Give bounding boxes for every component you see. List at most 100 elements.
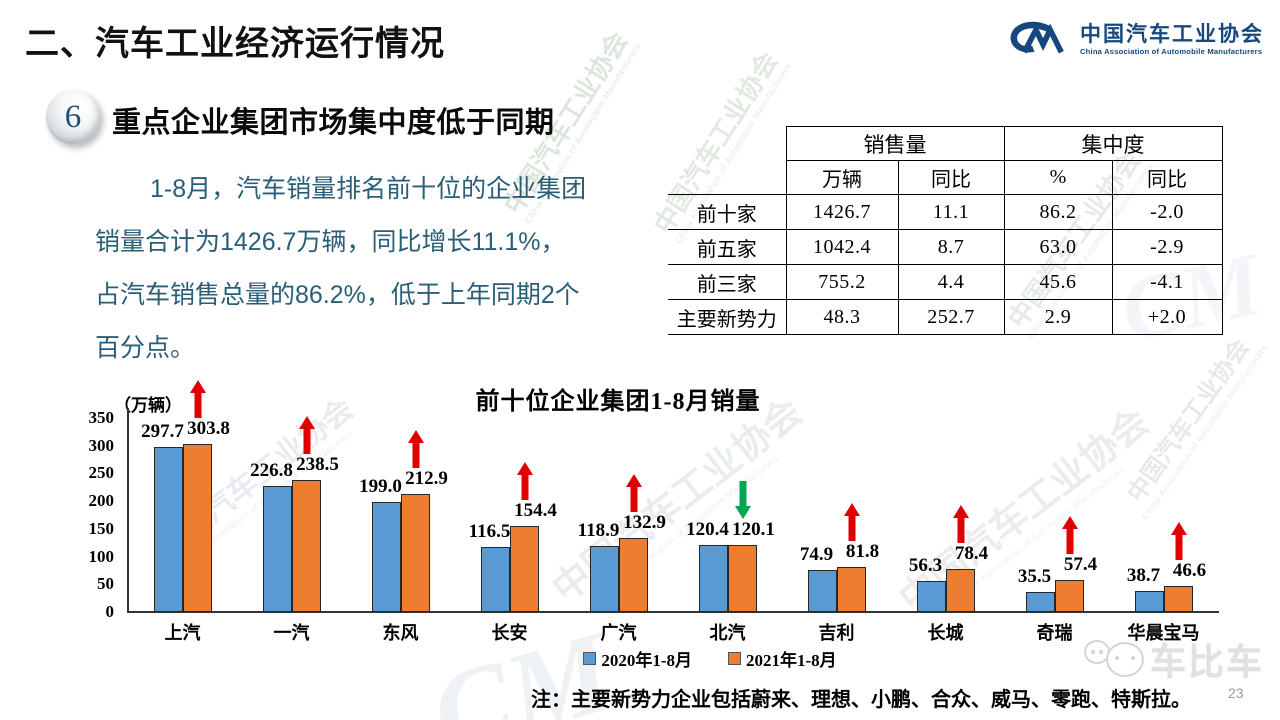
chebiche-watermark-logo: 车比车 [1084, 633, 1264, 685]
category-label-奇瑞: 奇瑞 [1036, 623, 1073, 643]
table-cell: 86.2 [1003, 194, 1113, 230]
bar-value-label: 56.3 [908, 554, 943, 576]
table-group-header-sales: 销售量 [785, 126, 1005, 161]
bar-value-label: 74.9 [799, 544, 834, 566]
y-axis-tick-label: 100 [88, 546, 115, 566]
bar-value-label: 81.8 [845, 540, 880, 562]
trend-arrow-up-icon [407, 429, 424, 473]
trend-arrow-down-icon [734, 481, 751, 524]
table-cell: 63.0 [1003, 229, 1113, 265]
logo-name-en: China Association of Automobile Manufact… [1080, 46, 1263, 56]
paragraph-line: 1-8月，汽车销量排名前十位的企业集团 [150, 175, 587, 203]
legend-swatch-2021 [728, 652, 741, 665]
bar-2021年1-8月-北汽 [727, 545, 757, 612]
bar-2020年1-8月-东风 [371, 501, 401, 612]
table-row-label: 主要新势力 [668, 299, 787, 335]
category-label-一汽: 一汽 [273, 623, 310, 643]
chart-legend: 2020年1-8月 2021年1-8月 [520, 646, 900, 671]
bar-2021年1-8月-华晨宝马 [1163, 586, 1193, 612]
bar-value-label: 297.7 [141, 420, 184, 442]
bar-2021年1-8月-奇瑞 [1054, 580, 1084, 612]
bar-value-label: 38.7 [1126, 564, 1161, 586]
table-cell: 8.7 [897, 229, 1005, 265]
table-subheader: 万辆 [785, 160, 899, 195]
trend-arrow-up-icon [952, 504, 969, 548]
bar-2020年1-8月-奇瑞 [1025, 592, 1055, 612]
bar-value-label: 116.5 [468, 521, 511, 543]
chart-unit-label: （万辆） [114, 396, 182, 415]
bar-2021年1-8月-广汽 [618, 538, 648, 612]
category-label-上汽: 上汽 [164, 623, 201, 643]
chart-x-axis [127, 611, 1219, 613]
bar-value-label: 226.8 [250, 460, 293, 482]
bar-value-label: 212.9 [405, 467, 448, 489]
concentration-table: 销售量 集中度 万辆 同比 % 同比 前十家 1426.7 11.1 86.2 -2.0… [668, 126, 1223, 335]
table-row-label: 前十家 [668, 194, 787, 230]
table-cell: 48.3 [785, 299, 899, 335]
legend-label-2021: 2021年1-8月 [746, 651, 837, 670]
bar-2020年1-8月-广汽 [589, 546, 619, 612]
bar-value-label: 46.6 [1172, 560, 1207, 582]
y-axis-tick-label: 350 [88, 408, 115, 427]
bar-value-label: 303.8 [187, 417, 230, 439]
category-label-广汽: 广汽 [600, 623, 637, 643]
bar-2021年1-8月-长安 [509, 526, 539, 612]
bar-value-label: 78.4 [954, 542, 989, 564]
chart-title: 前十位企业集团1-8月销量 [475, 389, 761, 415]
category-label-长城: 长城 [927, 623, 964, 643]
bar-2020年1-8月-华晨宝马 [1134, 590, 1164, 612]
paragraph-line: 销量合计为1426.7万辆，同比增长11.1%， [95, 228, 566, 256]
bar-value-label: 132.9 [623, 512, 666, 534]
table-corner-cell [668, 126, 787, 195]
bar-2021年1-8月-长城 [945, 568, 975, 612]
table-cell: 755.2 [785, 264, 899, 300]
bar-2020年1-8月-北汽 [698, 545, 728, 612]
bar-value-label: 118.9 [577, 520, 620, 542]
y-axis-tick-label: 0 [105, 602, 115, 621]
footnote: 注：主要新势力企业包括蔚来、理想、小鹏、合众、威马、零跑、特斯拉。 [531, 689, 1191, 711]
table-row: 前五家 1042.4 8.7 63.0 -2.9 [668, 229, 1223, 265]
table-cell: 11.1 [897, 194, 1005, 230]
table-row: 前十家 1426.7 11.1 86.2 -2.0 [668, 194, 1223, 230]
bar-2021年1-8月-上汽 [182, 443, 212, 612]
bar-2020年1-8月-长安 [480, 547, 510, 612]
legend-item-2021: 2021年1-8月 [728, 646, 837, 671]
logo-name-cn: 中国汽车工业协会 [1080, 22, 1264, 46]
trend-arrow-up-icon [625, 474, 642, 517]
y-axis-tick-label: 300 [88, 435, 115, 455]
trend-arrow-up-icon [516, 462, 533, 505]
caam-logo-icon [1005, 16, 1071, 63]
table-cell: 2.9 [1003, 299, 1113, 335]
page-title: 二、汽车工业经济运行情况 [25, 25, 445, 63]
bar-2021年1-8月-一汽 [291, 479, 321, 612]
section-heading: 重点企业集团市场集中度低于同期 [112, 107, 555, 139]
legend-item-2020: 2020年1-8月 [583, 646, 692, 671]
table-cell: 4.4 [897, 264, 1005, 300]
category-label-东风: 东风 [382, 623, 419, 643]
table-group-header-concentration: 集中度 [1003, 126, 1223, 161]
trend-arrow-up-icon [843, 502, 860, 546]
page-number: 23 [1228, 685, 1244, 701]
table-cell: -4.1 [1111, 264, 1223, 300]
bar-value-label: 199.0 [359, 475, 402, 497]
speech-bubble-icon [1106, 641, 1144, 677]
category-label-吉利: 吉利 [818, 623, 855, 643]
paragraph-line: 占汽车销售总量的86.2%，低于上年同期2个 [95, 281, 580, 309]
trend-arrow-up-icon [298, 415, 315, 459]
trend-arrow-up-icon [1061, 516, 1078, 559]
bar-value-label: 238.5 [296, 453, 339, 475]
table-row: 主要新势力 48.3 252.7 2.9 +2.0 [668, 299, 1223, 335]
chart-y-axis [127, 408, 129, 613]
body-paragraph: 1-8月，汽车销量排名前十位的企业集团 销量合计为1426.7万辆，同比增长11… [95, 163, 643, 375]
bar-2020年1-8月-一汽 [262, 486, 292, 612]
table-cell: -2.0 [1111, 194, 1223, 230]
paragraph-line: 百分点。 [95, 334, 196, 362]
caam-logo: 中国汽车工业协会 China Association of Automobile… [1005, 16, 1264, 63]
legend-swatch-2020 [583, 652, 597, 665]
table-cell: 252.7 [897, 299, 1005, 335]
trend-arrow-up-icon [1170, 522, 1187, 565]
table-subheader: % [1003, 160, 1113, 195]
